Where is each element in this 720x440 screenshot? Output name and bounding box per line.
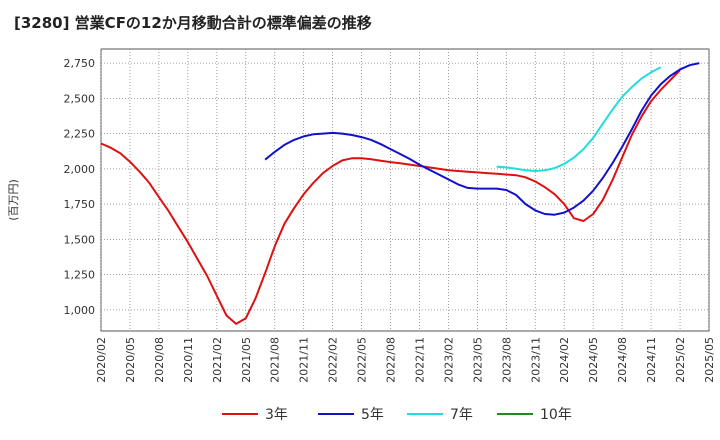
legend-label: 5年 [361, 407, 384, 423]
chart-title: [3280] 営業CFの12か月移動合計の標準偏差の推移 [14, 14, 372, 32]
x-tick-label: 2023/05 [471, 337, 484, 383]
y-axis-label: (百万円) [7, 179, 20, 221]
legend-item: 10年 [497, 407, 572, 423]
y-tick-label: 1,250 [64, 269, 96, 282]
x-tick-label: 2021/08 [269, 337, 282, 383]
x-tick-label: 2023/08 [500, 337, 513, 383]
x-tick-label: 2021/05 [240, 337, 253, 383]
x-tick-label: 2024/08 [616, 337, 629, 383]
y-tick-label: 2,500 [64, 92, 96, 105]
x-axis-ticks: 2020/02 2020/05 2020/08 2020/11 2021/02 2021/… [95, 337, 716, 383]
x-tick-label: 2024/05 [587, 337, 600, 383]
x-tick-label: 2023/11 [529, 337, 542, 383]
y-tick-label: 2,250 [64, 128, 96, 141]
x-tick-label: 2021/11 [298, 337, 311, 383]
legend-item: 3年 [222, 407, 288, 423]
legend-item: 5年 [318, 407, 384, 423]
legend-label: 3年 [265, 407, 288, 423]
x-tick-label: 2020/08 [153, 337, 166, 383]
y-tick-label: 2,750 [64, 57, 96, 70]
x-tick-label: 2020/05 [124, 337, 137, 383]
x-tick-label: 2021/02 [211, 337, 224, 383]
series-line [100, 69, 681, 325]
series-line [264, 62, 700, 216]
x-tick-label: 2025/02 [674, 337, 687, 383]
x-tick-label: 2023/02 [442, 337, 455, 383]
legend-label: 7年 [450, 407, 473, 423]
x-tick-label: 2025/05 [703, 337, 716, 383]
x-tick-label: 2022/08 [385, 337, 398, 383]
y-tick-label: 1,750 [64, 198, 96, 211]
x-tick-label: 2024/11 [645, 337, 658, 383]
y-tick-label: 1,500 [64, 233, 96, 246]
x-tick-label: 2020/11 [182, 337, 195, 383]
x-tick-label: 2020/02 [95, 337, 108, 383]
y-tick-label: 1,000 [64, 304, 96, 317]
x-tick-label: 2022/05 [356, 337, 369, 383]
legend-label: 10年 [540, 407, 572, 423]
legend-item: 7年 [407, 407, 473, 423]
legend: 3年 5年 7年 10年 [222, 407, 572, 423]
y-axis-ticks: 1,000 1,250 1,500 1,750 2,000 2,250 2,500 2,750 [64, 57, 96, 317]
y-tick-label: 2,000 [64, 163, 96, 176]
x-tick-label: 2024/02 [558, 337, 571, 383]
x-tick-label: 2022/02 [327, 337, 340, 383]
series-line [496, 66, 662, 172]
plot-area [100, 48, 710, 332]
series-lines [100, 62, 700, 325]
x-tick-label: 2022/11 [413, 337, 426, 383]
